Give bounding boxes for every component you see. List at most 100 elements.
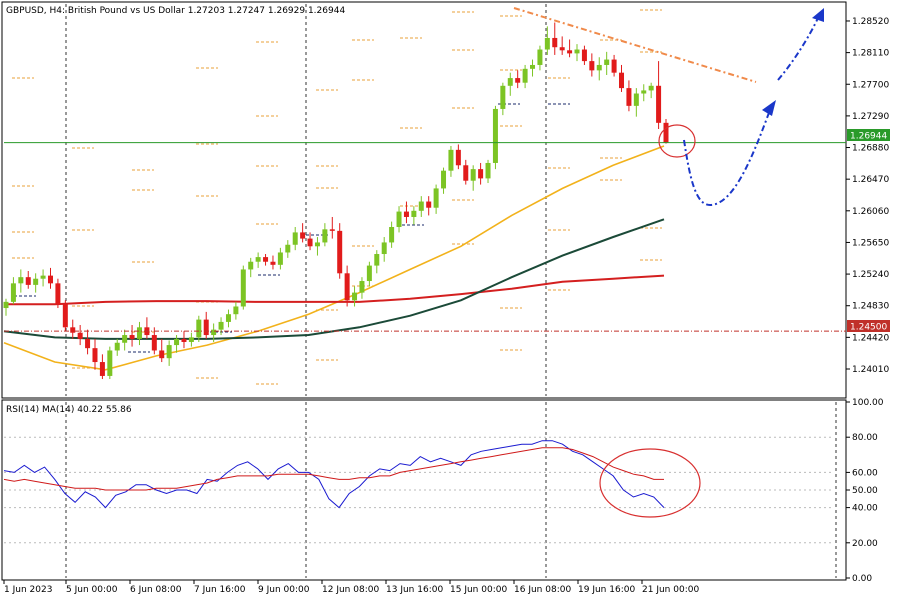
rsi-tick-label: 60.00 (852, 468, 878, 478)
candlesticks (3, 22, 669, 380)
candle-body (263, 257, 269, 262)
rsi-ma-line (3, 447, 664, 491)
vertical-gridlines (65, 4, 837, 578)
ma-mid-line (4, 274, 665, 306)
candle-body (374, 254, 380, 266)
candle-body (292, 232, 298, 245)
candle-body (455, 149, 461, 166)
candle-body (396, 211, 402, 228)
candle-body (515, 78, 521, 83)
time-axis: 1 Jun 2023 5 Jun 00:00 6 Jun 08:00 7 Jun 16… (3, 580, 699, 595)
candle-body (107, 350, 113, 376)
candle-body (604, 59, 610, 65)
rsi-tick-label: 0.00 (852, 574, 872, 584)
candle-body (166, 345, 172, 359)
candle-body (10, 283, 16, 302)
y-tick-label: 1.25650 (852, 238, 889, 248)
support-price-label: 1.24500 (850, 323, 887, 333)
candle-body (381, 242, 387, 255)
candle-body (656, 85, 662, 123)
candle-body (626, 88, 632, 106)
support-price-badge (847, 320, 890, 332)
candle-body (277, 252, 283, 265)
rsi-gridlines (4, 436, 834, 544)
rsi-tick-label: 100.00 (852, 398, 884, 408)
candle-body (300, 232, 306, 239)
candle-body (352, 292, 358, 301)
rsi-tick-label: 50.00 (852, 486, 878, 496)
candle-body (159, 350, 165, 359)
x-tick-label: 16 Jun 08:00 (514, 585, 571, 595)
candle-body (136, 327, 142, 339)
candle-body (174, 338, 180, 346)
x-tick-label: 12 Jun 08:00 (322, 585, 379, 595)
x-tick-label: 21 Jun 00:00 (642, 585, 699, 595)
candle-body (441, 170, 447, 189)
candle-body (574, 49, 580, 54)
candle-body (619, 72, 625, 89)
rsi-tick-label: 20.00 (852, 539, 878, 549)
candle-body (181, 338, 187, 342)
candle-body (403, 211, 409, 217)
candle-body (122, 335, 128, 343)
x-tick-label: 13 Jun 16:00 (386, 585, 443, 595)
candle-body (478, 169, 484, 179)
y-tick-label: 1.24420 (852, 333, 889, 343)
candle-body (270, 261, 276, 265)
ma-fast-line (3, 145, 665, 371)
candle-body (567, 50, 573, 54)
candle-body (92, 348, 98, 363)
candle-body (418, 201, 424, 211)
rsi-tick-label: 80.00 (852, 433, 878, 443)
y-tick-label: 1.27700 (852, 80, 889, 90)
y-tick-label: 1.26470 (852, 175, 889, 185)
candle-body (589, 61, 595, 71)
candle-body (433, 188, 439, 208)
candle-body (500, 85, 506, 109)
candle-body (641, 90, 647, 94)
candle-body (663, 122, 669, 143)
y-tick-label: 1.28520 (852, 17, 889, 27)
forecast-arrowhead (762, 100, 776, 116)
forecast-path (683, 109, 771, 207)
candle-body (507, 78, 513, 86)
candle-body (344, 273, 350, 301)
candle-body (596, 64, 602, 71)
candle-body (33, 278, 39, 285)
candle-body (337, 230, 343, 274)
candle-body (648, 85, 654, 91)
candle-body (329, 229, 335, 231)
rsi-line (3, 440, 665, 509)
y-tick-label: 1.27290 (852, 112, 889, 122)
rsi-lines (3, 440, 701, 518)
candle-body (85, 338, 91, 349)
candle-body (552, 37, 558, 48)
y-tick-label: 1.26060 (852, 207, 889, 217)
rsi-title: RSI(14) MA(14) 40.22 55.86 (6, 405, 132, 415)
x-tick-label: 6 Jun 08:00 (130, 585, 182, 595)
x-tick-label: 7 Jun 16:00 (194, 585, 246, 595)
resistance-trendline (513, 7, 757, 83)
candle-body (62, 304, 68, 328)
x-tick-label: 1 Jun 2023 (4, 585, 52, 595)
candle-body (255, 257, 261, 262)
candle-body (559, 47, 565, 51)
candle-body (411, 210, 417, 217)
candle-body (426, 201, 432, 208)
candle-body (485, 162, 491, 179)
rsi-tick-label: 40.00 (852, 504, 878, 514)
candle-body (248, 261, 254, 270)
candle-body (389, 227, 395, 243)
candle-body (537, 49, 543, 65)
candle-body (47, 275, 53, 284)
candle-body (196, 319, 202, 338)
highlight-circle (658, 124, 696, 158)
y-tick-label: 1.26880 (852, 144, 889, 154)
forecast-arrowhead-upper (812, 8, 824, 22)
candle-body (530, 64, 536, 69)
y-tick-label: 1.28110 (852, 49, 889, 59)
candle-body (240, 269, 246, 307)
candle-body (322, 229, 328, 243)
candle-body (307, 238, 313, 247)
